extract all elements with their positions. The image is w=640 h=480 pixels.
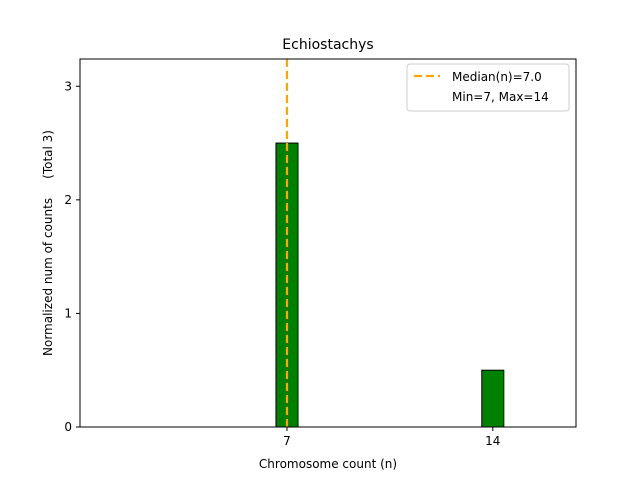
legend-entry-median: Median(n)=7.0 xyxy=(452,70,542,84)
bar-14 xyxy=(481,369,505,428)
y-tick-label-3: 3 xyxy=(64,79,72,93)
chart-title: Echiostachys xyxy=(282,37,373,53)
y-tick-label-2: 2 xyxy=(64,193,72,207)
legend-entry-minmax: Min=7, Max=14 xyxy=(452,90,549,104)
legend: Median(n)=7.0 Min=7, Max=14 xyxy=(406,63,570,112)
y-tick-label-1: 1 xyxy=(64,306,72,320)
y-axis-label: Normalized num of counts (Total 3) xyxy=(41,130,55,356)
plot-frame xyxy=(79,58,577,428)
x-tick-label-7: 7 xyxy=(283,434,291,448)
x-tick-label-14: 14 xyxy=(485,434,500,448)
y-tick-label-0: 0 xyxy=(64,420,72,434)
x-axis-label: Chromosome count (n) xyxy=(259,457,397,471)
